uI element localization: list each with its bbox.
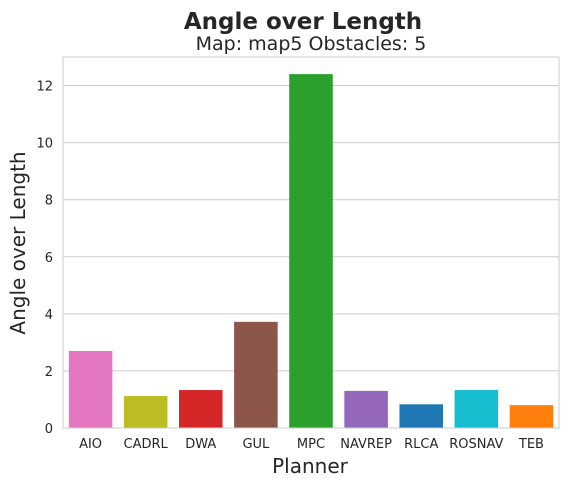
bar-rosnav: [454, 390, 499, 428]
x-tick-label-mpc: MPC: [297, 437, 325, 452]
x-axis-label: Planner: [272, 454, 349, 478]
chart-title: Angle over Length: [184, 9, 422, 35]
x-tick-label-aio: AIO: [79, 437, 102, 452]
bar-teb: [509, 405, 554, 428]
x-tick-label-navrep: NAVREP: [340, 437, 392, 452]
bars: [68, 74, 554, 428]
x-tick-label-rosnav: ROSNAV: [449, 437, 503, 452]
x-tick-labels: AIO CADRL DWA GUL MPC NAVREP RLCA ROSNAV TEB: [79, 437, 544, 452]
plot-frame: [62, 56, 560, 429]
y-tick-label: 2: [45, 365, 53, 380]
x-tick-label-gul: GUL: [242, 437, 270, 452]
chart-subtitle: Map: map5 Obstacles: 5: [196, 33, 427, 55]
bar-mpc: [289, 74, 333, 428]
y-tick-label: 8: [45, 194, 53, 209]
y-tick-label: 0: [45, 422, 53, 437]
x-tick-label-dwa: DWA: [185, 437, 216, 452]
y-tick-label: 4: [45, 308, 53, 323]
y-tick-label: 6: [45, 251, 53, 266]
y-axis-label: Angle over Length: [6, 151, 30, 334]
bar-aio: [68, 350, 113, 428]
y-tick-label: 12: [36, 80, 53, 95]
bar-cadrl: [123, 396, 168, 428]
bar-rlca: [399, 404, 443, 428]
x-tick-label-cadrl: CADRL: [124, 437, 169, 452]
y-tick-labels: 0 2 4 6 8 10 12: [36, 80, 53, 437]
x-tick-label-teb: TEB: [518, 437, 544, 452]
x-tick-label-rlca: RLCA: [404, 437, 438, 452]
y-tick-label: 10: [36, 137, 53, 152]
bar-dwa: [179, 390, 223, 428]
bar-navrep: [344, 390, 388, 428]
bar-gul: [234, 321, 278, 428]
